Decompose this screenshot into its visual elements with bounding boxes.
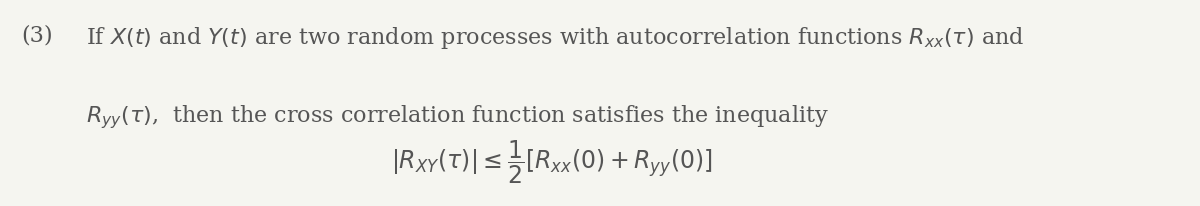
Text: If $X(t)$ and $Y(t)$ are two random processes with autocorrelation functions $R_: If $X(t)$ and $Y(t)$ are two random proc…	[86, 25, 1025, 51]
Text: $| R_{XY}(\tau) |\leq\dfrac{1}{2}[R_{xx}(0)+R_{yy}(0)]$: $| R_{XY}(\tau) |\leq\dfrac{1}{2}[R_{xx}…	[391, 138, 713, 185]
Text: (3): (3)	[22, 25, 53, 47]
Text: $R_{yy}(\tau)$,  then the cross correlation function satisfies the inequality: $R_{yy}(\tau)$, then the cross correlati…	[86, 103, 829, 131]
